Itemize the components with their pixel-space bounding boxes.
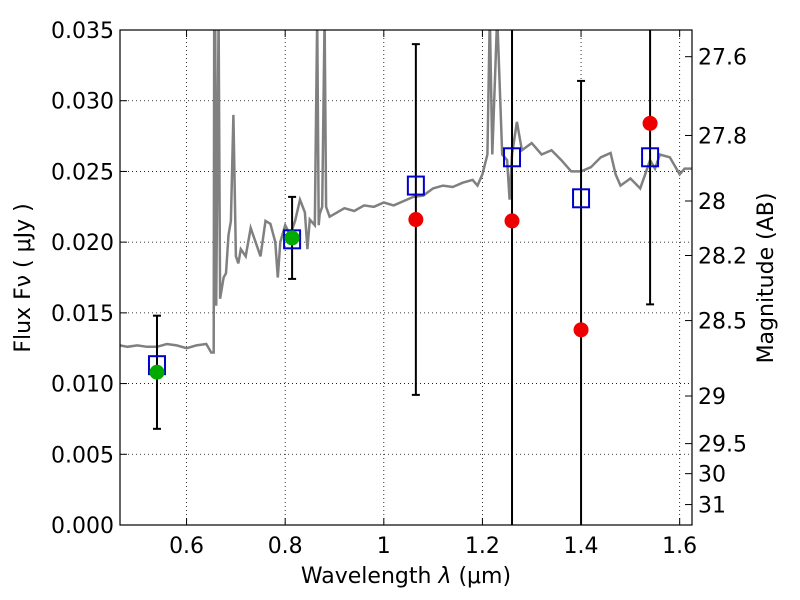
mag-tick-label: 28.5 [698, 310, 747, 335]
x-tick-label: 0.6 [169, 534, 204, 559]
nondetection-point [642, 115, 658, 131]
x-tick-label: 1 [377, 534, 391, 559]
mag-tick-label: 30 [698, 463, 726, 488]
model-square-marker [406, 175, 425, 196]
spectrum-layer [120, 30, 692, 354]
mag-tick-label: 28.2 [698, 245, 747, 270]
mag-tick-label: 29 [698, 385, 726, 410]
plot-frame [119, 29, 693, 526]
nondetection-point [573, 322, 589, 338]
y-tick-label: 0.015 [51, 302, 114, 327]
model-square-marker [503, 147, 522, 168]
nondetection-point [408, 212, 424, 228]
mag-tick-label: 27.6 [698, 46, 747, 71]
model-square-marker [572, 188, 591, 209]
y-tick-label: 0.035 [51, 19, 114, 44]
y-axis-label: Flux Fν ( μJy ) [11, 203, 36, 352]
gridlines [120, 30, 692, 525]
y-tick-label: 0.030 [51, 90, 114, 115]
spectrum-line [120, 30, 692, 354]
y-tick-label: 0.025 [51, 160, 114, 185]
y-tick-label: 0.005 [51, 443, 114, 468]
mag-tick-label: 27.8 [698, 124, 747, 149]
model-square-marker [641, 147, 660, 168]
errorbar-layer [152, 30, 655, 525]
detection-point [284, 230, 300, 246]
x-axis-label: Wavelength λ (μm) [301, 564, 511, 589]
y-tick-label: 0.000 [51, 514, 114, 539]
mag-tick-label: 29.5 [698, 433, 747, 458]
detection-point [149, 364, 165, 380]
mag-tick-label: 28 [698, 190, 726, 215]
x-tick-label: 1.6 [662, 534, 697, 559]
y-tick-label: 0.010 [51, 373, 114, 398]
x-tick-label: 1.4 [564, 534, 599, 559]
y-tick-label: 0.020 [51, 231, 114, 256]
tick-layer: 0.6 0.8 1 1.2 1.4 1.6 0.000 0.005 0.010 0.015 0.02… [51, 19, 747, 559]
x-tick-label: 0.8 [268, 534, 303, 559]
nondetection-point [504, 213, 520, 229]
x-tick-label: 1.2 [465, 534, 500, 559]
model-square-marker [283, 229, 302, 250]
marker-layer [147, 115, 660, 380]
y2-axis-label: Magnitude (AB) [754, 193, 779, 364]
mag-tick-label: 31 [698, 494, 726, 519]
